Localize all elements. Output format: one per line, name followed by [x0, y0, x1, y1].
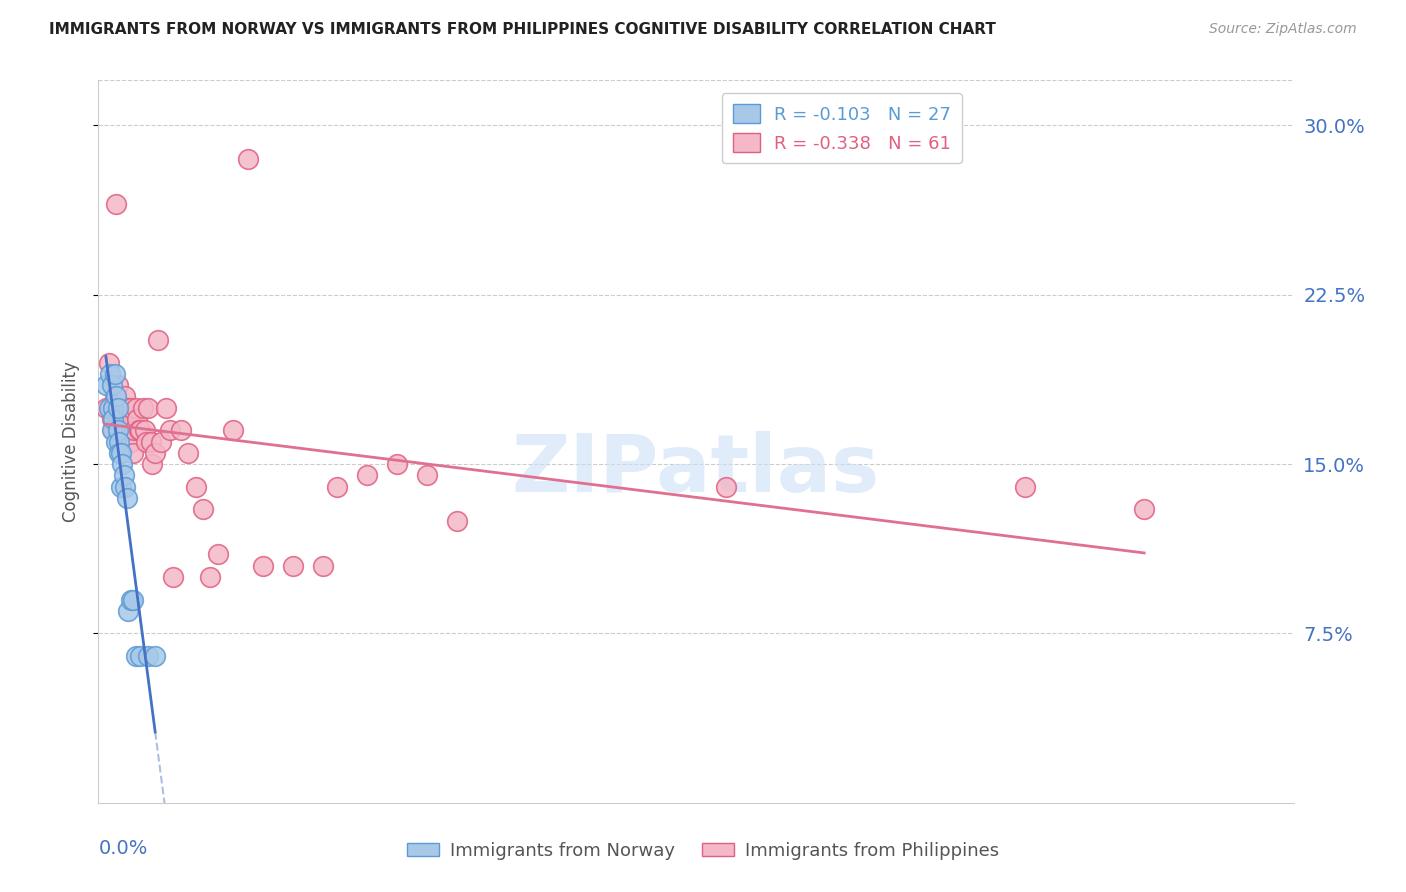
Point — [117, 423, 139, 437]
Point — [97, 355, 120, 369]
Point — [117, 401, 139, 415]
Point — [129, 423, 152, 437]
Point — [112, 468, 135, 483]
Point — [1133, 502, 1156, 516]
Point — [143, 446, 166, 460]
Text: Source: ZipAtlas.com: Source: ZipAtlas.com — [1209, 22, 1357, 37]
Text: ZIPatlas: ZIPatlas — [512, 432, 880, 509]
Point — [107, 401, 129, 415]
Point — [311, 558, 333, 573]
Point — [416, 468, 439, 483]
Point — [162, 570, 184, 584]
Point — [98, 367, 122, 381]
Point — [98, 401, 122, 415]
Legend: Immigrants from Norway, Immigrants from Philippines: Immigrants from Norway, Immigrants from … — [399, 835, 1007, 867]
Point — [129, 648, 152, 663]
Point — [132, 401, 155, 415]
Text: 0.0%: 0.0% — [98, 838, 148, 858]
Point — [108, 446, 131, 460]
Point — [143, 648, 166, 663]
Point — [177, 446, 200, 460]
Point — [120, 434, 142, 449]
Point — [222, 423, 245, 437]
Point — [184, 480, 207, 494]
Point — [326, 480, 349, 494]
Point — [446, 514, 468, 528]
Point — [236, 153, 259, 167]
Point — [1014, 480, 1036, 494]
Point — [200, 570, 222, 584]
Point — [135, 434, 157, 449]
Point — [159, 423, 181, 437]
Point — [356, 468, 378, 483]
Point — [125, 648, 148, 663]
Point — [111, 423, 134, 437]
Point — [136, 648, 159, 663]
Point — [103, 401, 125, 415]
Point — [139, 434, 162, 449]
Point — [103, 423, 125, 437]
Point — [105, 389, 128, 403]
Point — [115, 401, 138, 415]
Point — [104, 367, 127, 381]
Point — [103, 412, 125, 426]
Point — [107, 378, 129, 392]
Y-axis label: Cognitive Disability: Cognitive Disability — [62, 361, 80, 522]
Point — [114, 389, 136, 403]
Point — [97, 401, 120, 415]
Point — [108, 423, 131, 437]
Point — [111, 401, 134, 415]
Point — [120, 592, 142, 607]
Point — [107, 412, 129, 426]
Point — [148, 333, 170, 347]
Point — [101, 378, 124, 392]
Point — [118, 412, 141, 426]
Point — [110, 446, 132, 460]
Point — [104, 389, 127, 403]
Point — [134, 423, 156, 437]
Point — [105, 401, 128, 415]
Point — [121, 446, 143, 460]
Point — [128, 423, 150, 437]
Point — [101, 423, 124, 437]
Point — [155, 401, 177, 415]
Point — [281, 558, 304, 573]
Point — [110, 480, 132, 494]
Point — [121, 592, 143, 607]
Point — [714, 480, 737, 494]
Point — [125, 401, 148, 415]
Point — [150, 434, 173, 449]
Point — [169, 423, 191, 437]
Point — [136, 401, 159, 415]
Point — [111, 457, 134, 471]
Point — [191, 502, 214, 516]
Point — [105, 434, 128, 449]
Point — [94, 378, 117, 392]
Point — [127, 412, 149, 426]
Point — [94, 401, 117, 415]
Point — [141, 457, 163, 471]
Point — [115, 491, 138, 505]
Point — [120, 401, 142, 415]
Point — [103, 401, 125, 415]
Point — [252, 558, 274, 573]
Point — [117, 604, 139, 618]
Point — [385, 457, 409, 471]
Point — [101, 412, 124, 426]
Point — [108, 434, 131, 449]
Legend: R = -0.103   N = 27, R = -0.338   N = 61: R = -0.103 N = 27, R = -0.338 N = 61 — [721, 93, 962, 163]
Point — [107, 423, 129, 437]
Point — [207, 548, 229, 562]
Point — [124, 423, 146, 437]
Point — [112, 401, 135, 415]
Point — [110, 401, 132, 415]
Point — [105, 197, 128, 211]
Text: IMMIGRANTS FROM NORWAY VS IMMIGRANTS FROM PHILIPPINES COGNITIVE DISABILITY CORRE: IMMIGRANTS FROM NORWAY VS IMMIGRANTS FRO… — [49, 22, 995, 37]
Point — [110, 423, 132, 437]
Point — [114, 480, 136, 494]
